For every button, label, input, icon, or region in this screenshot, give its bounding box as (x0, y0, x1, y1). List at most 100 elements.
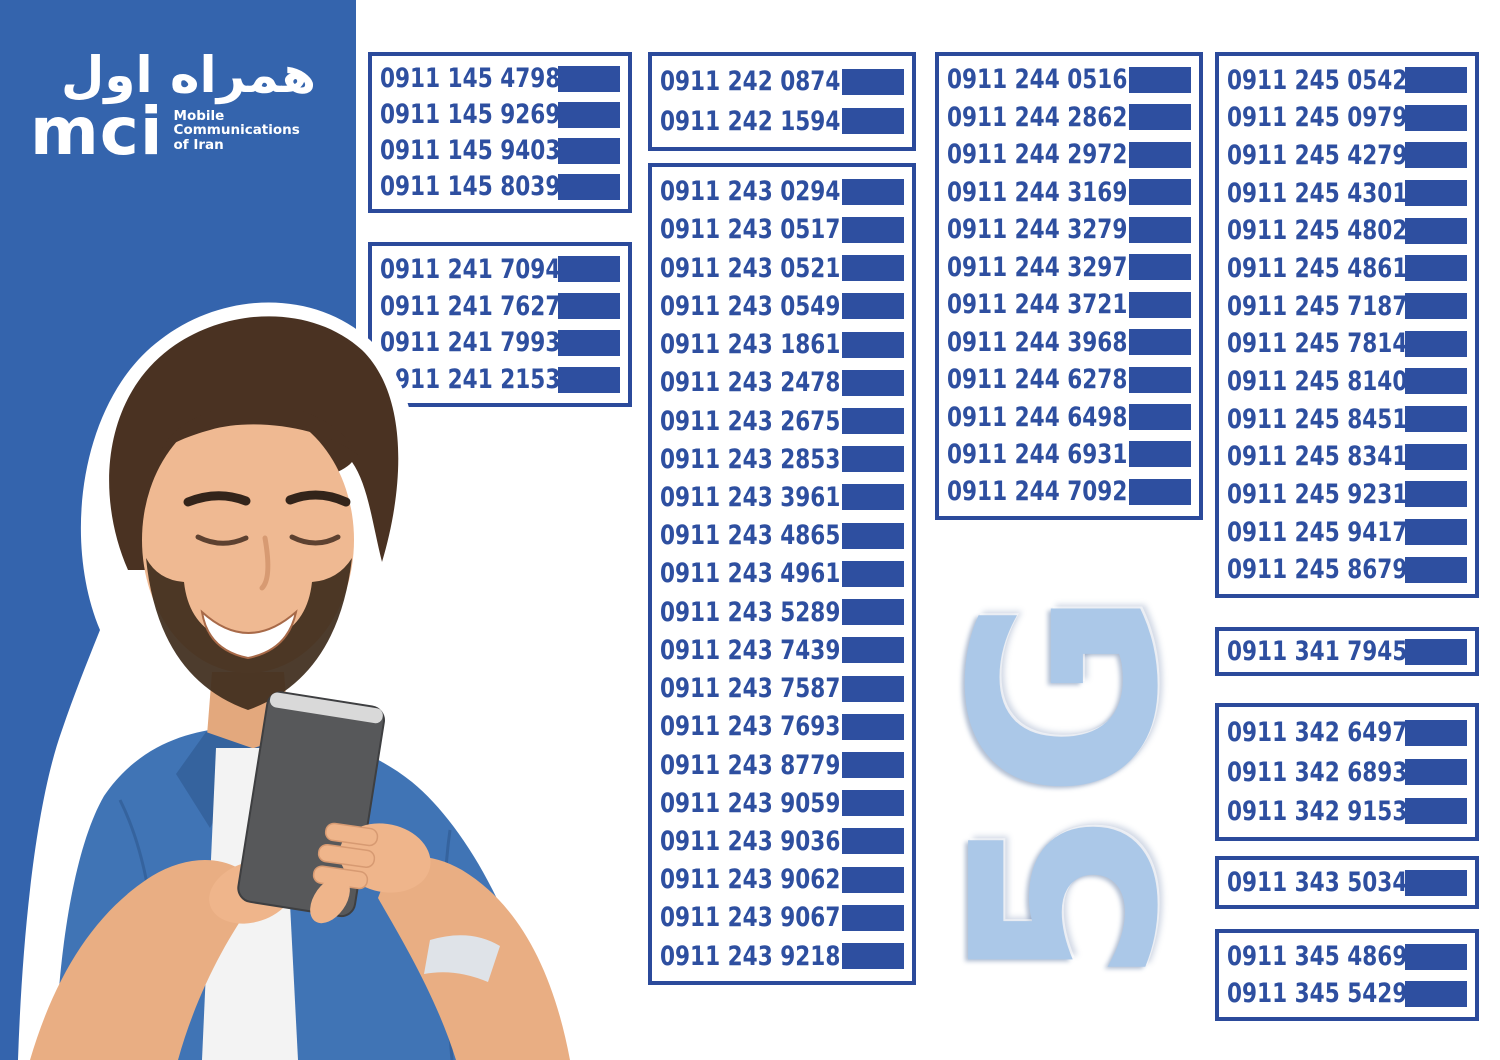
redaction-bar (1405, 519, 1467, 546)
phone-number: 0911 244 3297 (947, 251, 1128, 283)
phone-number-row: 0911 245 4279 (1227, 140, 1467, 171)
mci-logo-tagline: Mobile Communications of Iran (173, 108, 300, 160)
phone-number-row: 0911 243 7439 (660, 635, 904, 666)
redaction-bar (1405, 406, 1467, 433)
phone-number: 0911 342 6893 (1227, 756, 1408, 788)
redaction-bar (842, 293, 904, 320)
phone-number: 0911 145 4798 (380, 63, 561, 94)
phone-number-row: 0911 245 7814 (1227, 328, 1467, 359)
phone-number-row: 0911 243 9059 (660, 788, 904, 819)
redaction-bar (1129, 254, 1191, 281)
phone-number-row: 0911 243 2675 (660, 406, 904, 437)
phone-number-row: 0911 245 8679 (1227, 554, 1467, 585)
phone-number: 0911 243 3961 (660, 481, 841, 513)
phone-number: 0911 145 9269 (380, 99, 561, 130)
phone-number: 0911 244 3279 (947, 214, 1128, 246)
phone-number: 0911 243 1861 (660, 329, 841, 361)
phone-number-row: 0911 345 5429 (1227, 978, 1467, 1009)
phone-number-row: 0911 245 8341 (1227, 441, 1467, 472)
phone-number-row: 0911 242 0874 (660, 66, 904, 97)
redaction-bar (1405, 368, 1467, 395)
phone-number: 0911 245 8451 (1227, 403, 1408, 435)
phone-number: 0911 343 5034 (1227, 867, 1408, 898)
phone-number-row: 0911 343 5034 (1227, 867, 1467, 898)
phone-number: 0911 243 7693 (660, 711, 841, 743)
phone-number-row: 0911 241 7094 (380, 254, 620, 285)
redaction-bar (1405, 943, 1467, 970)
phone-number-row: 0911 243 9036 (660, 826, 904, 857)
redaction-bar (842, 713, 904, 740)
phone-number-row: 0911 244 3968 (947, 327, 1191, 358)
redaction-bar (842, 331, 904, 358)
redaction-bar (1405, 293, 1467, 320)
number-group-243: 0911 243 0294 0911 243 0517 0911 243 0521 0… (648, 163, 916, 985)
phone-number-row: 0911 243 7587 (660, 673, 904, 704)
redaction-bar (1129, 291, 1191, 318)
redaction-bar (842, 68, 904, 95)
phone-number-row: 0911 243 0517 (660, 214, 904, 245)
phone-number: 0911 244 3721 (947, 289, 1128, 321)
phone-number: 0911 243 0549 (660, 290, 841, 322)
phone-number-row: 0911 345 4869 (1227, 941, 1467, 972)
redaction-bar (842, 752, 904, 778)
phone-number: 0911 243 2853 (660, 443, 841, 475)
phone-number: 0911 244 7092 (947, 476, 1128, 508)
phone-number-row: 0911 245 8451 (1227, 404, 1467, 435)
number-group-341: 0911 341 7945 (1215, 627, 1479, 676)
number-group-345: 0911 345 4869 0911 345 5429 (1215, 929, 1479, 1021)
phone-number: 0911 342 6497 (1227, 717, 1408, 749)
redaction-bar (1405, 638, 1467, 665)
phone-number: 0911 244 6278 (947, 364, 1128, 396)
number-group-342: 0911 342 6497 0911 342 6893 0911 342 9153 (1215, 703, 1479, 841)
redaction-bar (1129, 478, 1191, 505)
phone-number: 0911 345 5429 (1227, 978, 1408, 1009)
phone-number: 0911 245 8341 (1227, 441, 1408, 473)
phone-number: 0911 242 1594 (660, 105, 841, 137)
redaction-bar (842, 599, 904, 626)
redaction-bar (1129, 179, 1191, 206)
number-group-241: 0911 241 7094 0911 241 7627 0911 241 7993 0… (368, 242, 632, 407)
tagline-line-2: Communications (173, 122, 300, 139)
mci-logo-latin: mci (30, 93, 164, 170)
redaction-bar (842, 408, 904, 435)
number-group-343: 0911 343 5034 (1215, 856, 1479, 909)
phone-number-row: 0911 243 0549 (660, 291, 904, 322)
redaction-bar (1405, 142, 1467, 169)
phone-number: 0911 244 0516 (947, 64, 1128, 96)
phone-number-row: 0911 245 9231 (1227, 479, 1467, 510)
mci-logo-persian: همراه اول (61, 46, 316, 104)
redaction-bar (1129, 104, 1191, 131)
phone-number-row: 0911 341 7945 (1227, 636, 1467, 667)
phone-number-row: 0911 243 0521 (660, 253, 904, 284)
redaction-bar (1405, 798, 1467, 825)
phone-number: 0911 243 9059 (660, 787, 841, 819)
redaction-bar (1405, 67, 1467, 94)
redaction-bar (558, 101, 620, 128)
phone-number-row: 0911 243 8779 (660, 750, 904, 781)
redaction-bar (1405, 443, 1467, 470)
phone-number: 0911 243 5289 (660, 596, 841, 628)
phone-number: 0911 245 4861 (1227, 252, 1408, 284)
redaction-bar (1405, 980, 1467, 1007)
redaction-bar (842, 108, 904, 135)
man-with-phone-photo (18, 302, 592, 1060)
phone-number: 0911 244 3968 (947, 326, 1128, 358)
phone-number: 0911 243 9036 (660, 825, 841, 857)
redaction-bar (1129, 441, 1191, 468)
redaction-bar (1405, 869, 1467, 896)
redaction-bar (1405, 104, 1467, 131)
phone-number: 0911 243 0521 (660, 252, 841, 284)
redaction-bar (842, 216, 904, 243)
redaction-bar (1405, 180, 1467, 207)
number-group-145: 0911 145 4798 0911 145 9269 0911 145 9403 0… (368, 52, 632, 213)
phone-number: 0911 244 2972 (947, 139, 1128, 171)
mci-logo: همراه اول mci Mobile Communications of I… (30, 46, 316, 170)
phone-number-row: 0911 244 3169 (947, 177, 1191, 208)
redaction-bar (558, 293, 620, 320)
redaction-bar (1405, 330, 1467, 357)
phone-number: 0911 145 8039 (380, 171, 561, 202)
phone-number: 0911 243 9067 (660, 902, 841, 934)
redaction-bar (1129, 141, 1191, 168)
redaction-bar (1405, 217, 1467, 244)
